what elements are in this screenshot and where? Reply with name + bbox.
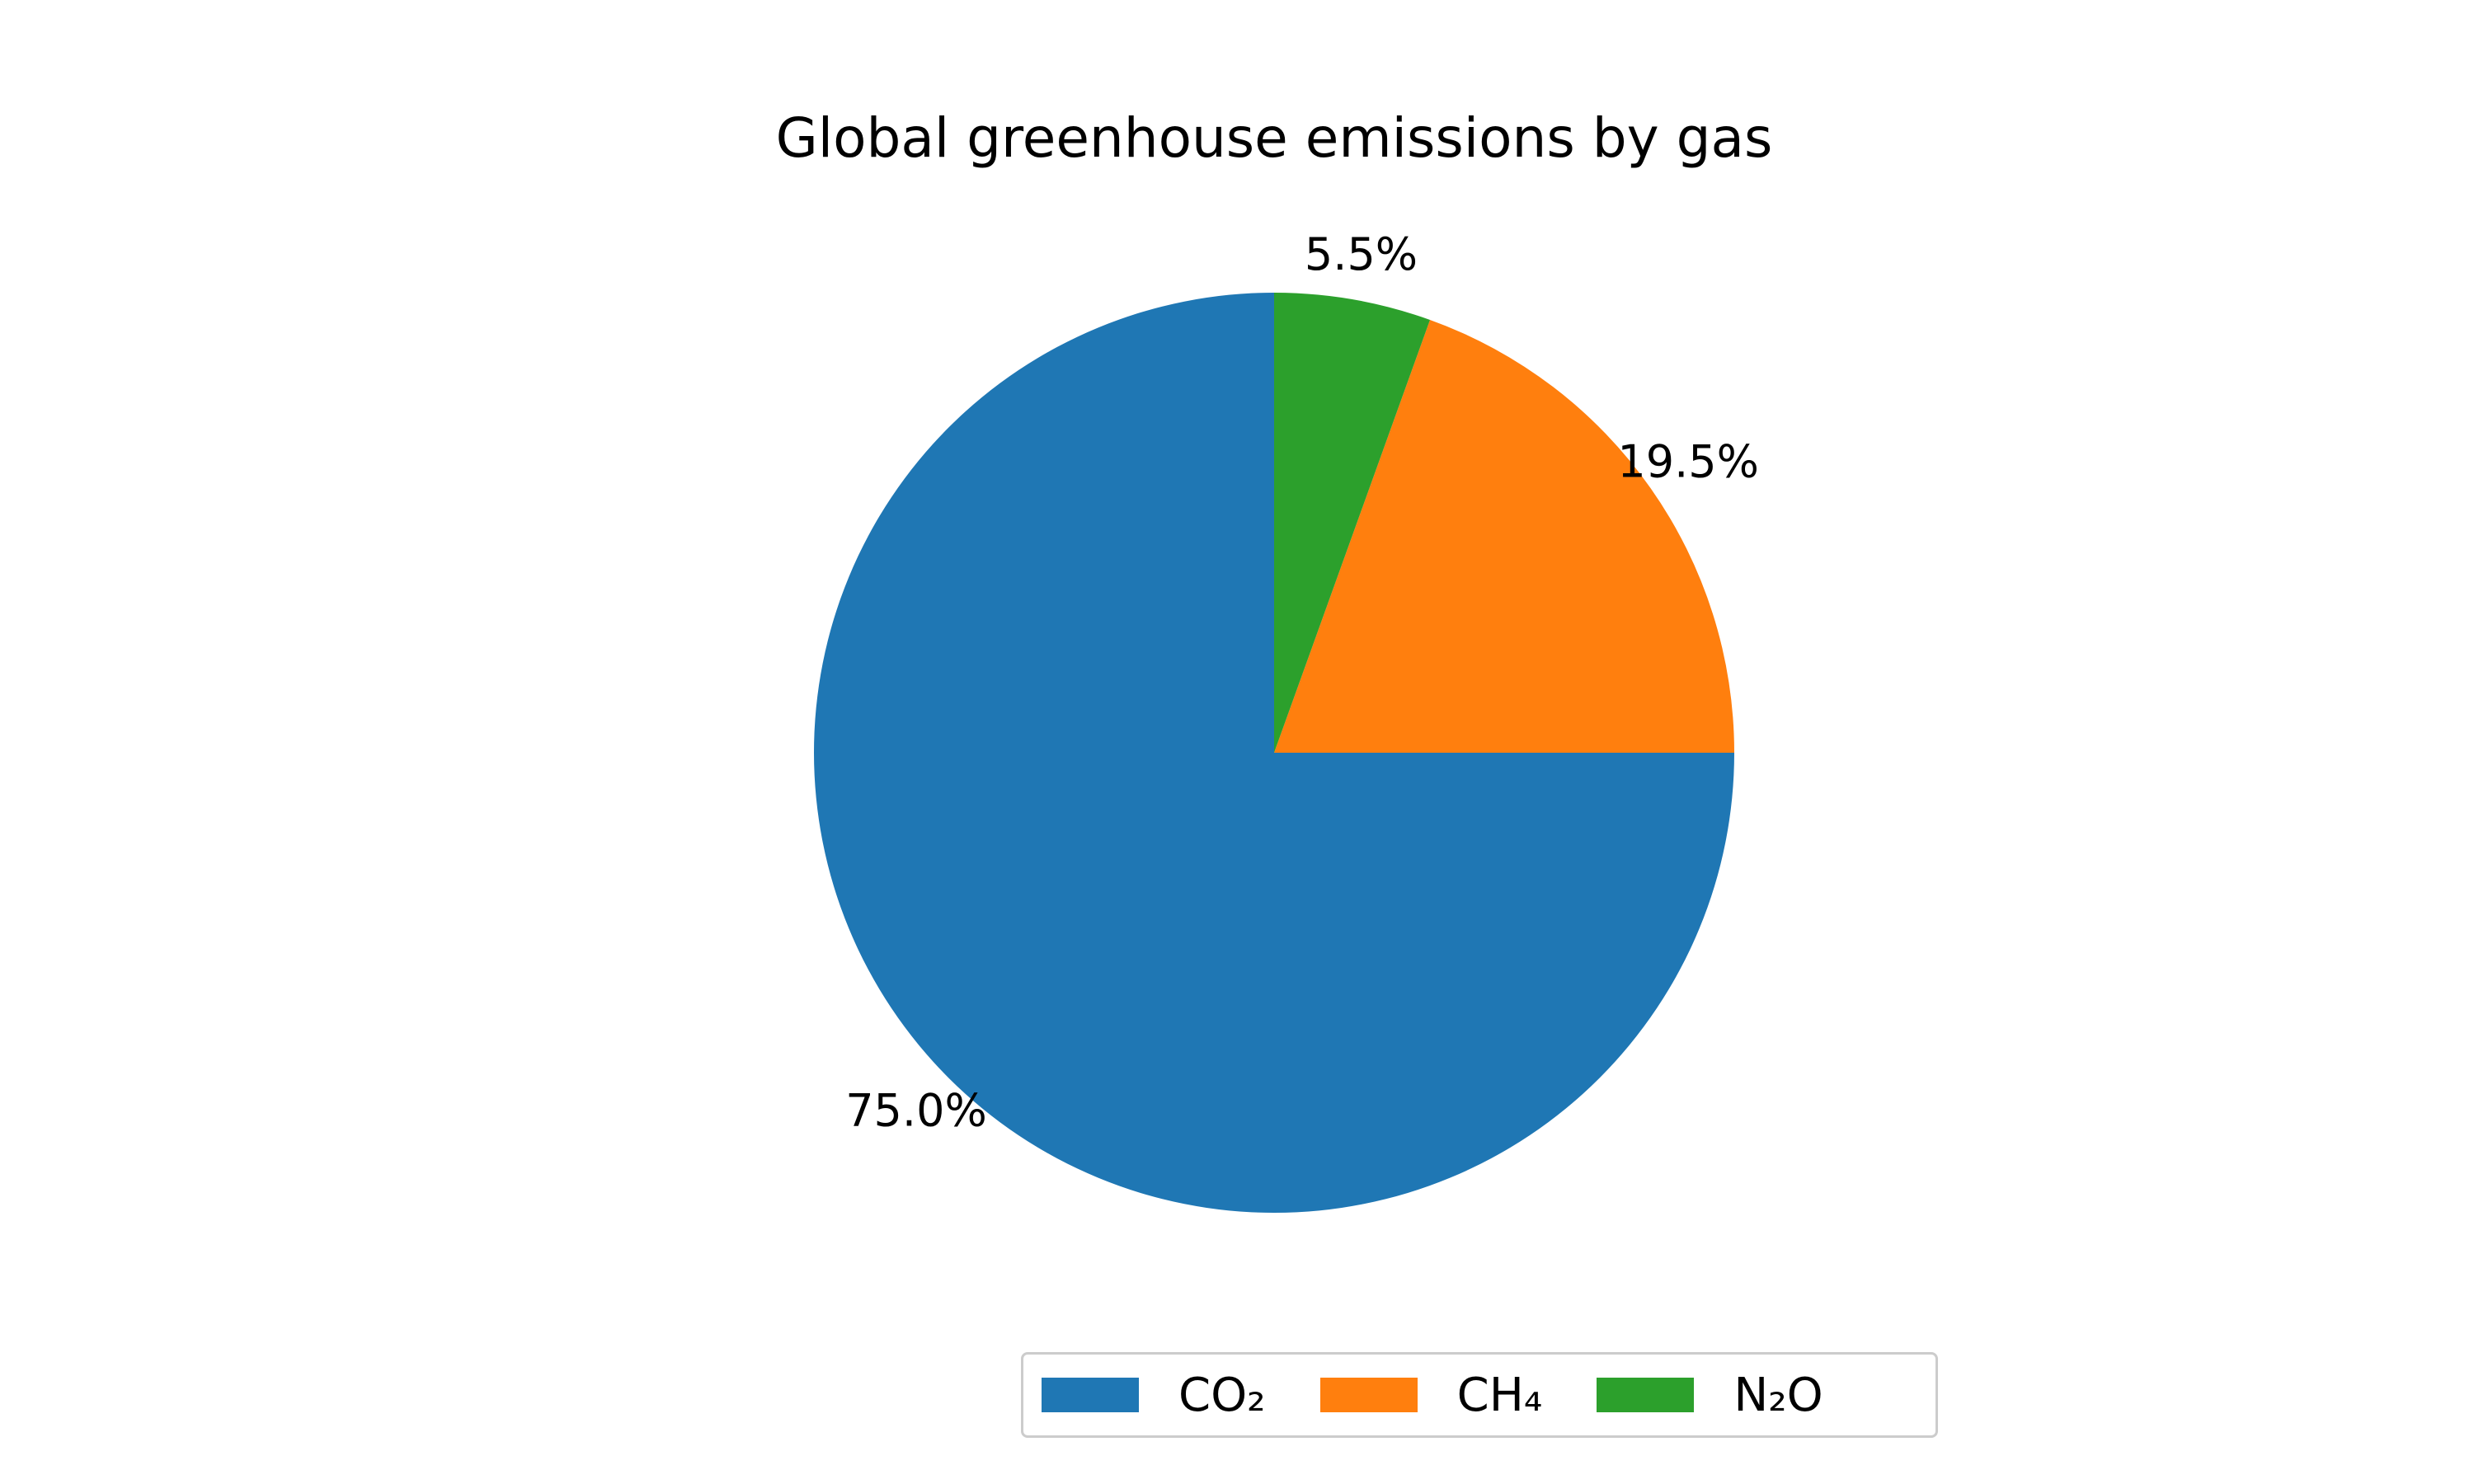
legend-label-co2: CO₂ bbox=[1178, 1368, 1266, 1422]
pie-label-ch4: 19.5% bbox=[1617, 436, 1759, 488]
legend-item-co2: CO₂ bbox=[1042, 1369, 1266, 1422]
legend-item-n2o: N₂O bbox=[1597, 1369, 1823, 1422]
chart-title: Global greenhouse emissions by gas bbox=[776, 106, 1773, 170]
pie-slice-ch4 bbox=[1274, 319, 1734, 753]
legend-swatch-n2o bbox=[1597, 1378, 1695, 1412]
legend-item-ch4: CH₄ bbox=[1319, 1368, 1543, 1422]
legend: CO₂ CH₄ N₂O bbox=[1021, 1352, 1938, 1438]
pie-label-n2o: 5.5% bbox=[1305, 228, 1418, 280]
pie-slices bbox=[814, 293, 1734, 1213]
pie-label-co2: 75.0% bbox=[845, 1085, 987, 1137]
legend-swatch-ch4 bbox=[1319, 1378, 1418, 1412]
pie-slice-n2o bbox=[1274, 293, 1431, 753]
pie-percent-labels: 75.0% 19.5% 5.5% bbox=[845, 228, 1759, 1137]
legend-label-ch4: CH₄ bbox=[1456, 1368, 1543, 1422]
legend-swatch-co2 bbox=[1042, 1378, 1139, 1412]
legend-label-n2o: N₂O bbox=[1733, 1368, 1823, 1422]
